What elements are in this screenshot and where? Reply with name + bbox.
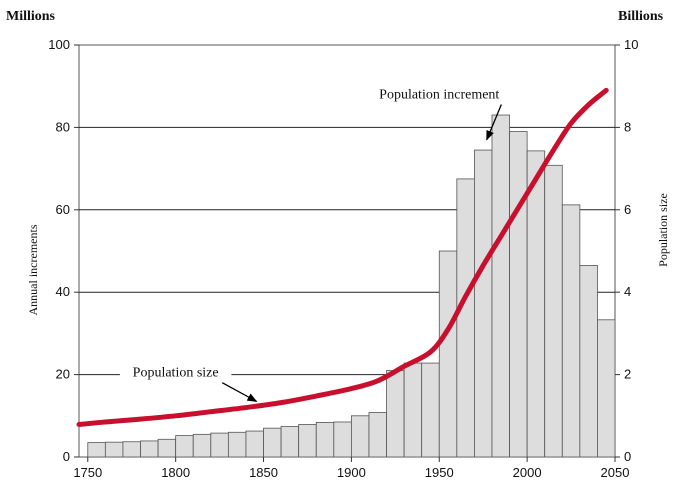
bar [368,412,387,458]
x-tick-label: 2000 [513,465,542,480]
y2-tick-label: 8 [624,119,631,134]
y2-tick-label: 4 [624,284,631,299]
x-tick-label: 2050 [601,465,630,480]
bar [526,150,546,458]
y2-tick-label: 6 [624,202,631,217]
x-tick-label: 1800 [161,465,190,480]
annotation-arrow [221,382,258,402]
y-axis-label: Annual increments [26,224,40,315]
bar [386,370,405,458]
y2-tick-label: 0 [624,449,631,464]
y-tick-label: 100 [48,37,70,52]
bar [333,421,352,458]
bar [104,441,124,458]
annotation-bg [366,84,513,104]
bar [140,440,159,458]
bar [175,435,194,458]
right-unit-label: Billions [618,9,664,24]
bar [280,426,300,458]
x-tick-label: 1900 [337,465,366,480]
bar [438,250,458,458]
y-tick-label: 20 [56,367,70,382]
x-tick-label: 1850 [249,465,278,480]
bar [491,114,510,458]
bar [298,424,317,458]
bar [263,427,282,458]
bar [122,441,141,458]
line-group [76,87,609,427]
bar [421,362,440,458]
y-tick-label: 40 [56,284,70,299]
bar [474,149,493,458]
bar [87,442,106,458]
bar [245,430,264,458]
x-tick-label: 1950 [425,465,454,480]
bar [544,164,563,458]
bar [456,178,475,458]
bar [509,131,528,458]
x-tick-label: 1750 [73,465,102,480]
bar [157,438,177,458]
y2-tick-label: 2 [624,367,631,382]
bars-group [87,114,616,458]
annotation-label: Population size [133,366,219,381]
annotation-arrow [486,104,502,141]
bar [561,204,581,458]
axes-group: 1750 1800 1850 1900 1950 2000 2050020406080100… [48,37,638,480]
bar [315,421,335,458]
bar [403,362,423,458]
bar [227,431,247,458]
bar [210,432,229,458]
left-unit-label: Millions [6,9,56,24]
y-tick-label: 0 [63,449,70,464]
annotations-group: Population increment Population size [119,84,513,402]
y-tick-label: 80 [56,119,70,134]
y2-tick-label: 10 [624,37,638,52]
bar [579,265,598,458]
bar [192,433,212,458]
annotation-label: Population increment [379,88,499,103]
y2-axis-label: Population size [656,193,670,267]
y-tick-label: 60 [56,202,70,217]
population-size-line [76,87,609,427]
bar [350,415,370,458]
annotation-bg [119,362,232,382]
bar [597,319,616,458]
